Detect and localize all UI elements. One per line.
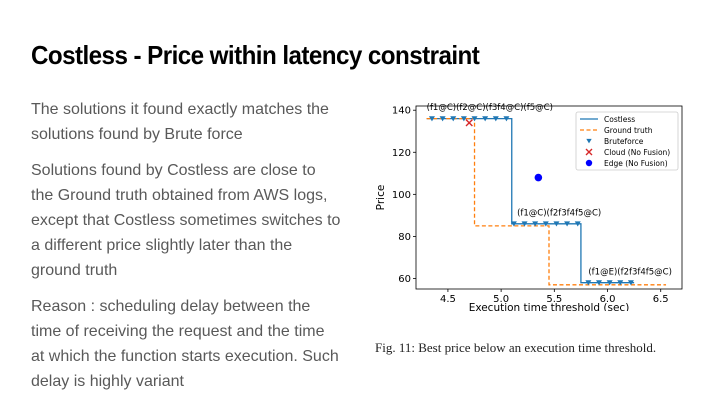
y-tick-label: 80 [398, 232, 411, 243]
bruteforce-point [596, 280, 603, 286]
bruteforce-point [532, 221, 539, 227]
bruteforce-point [428, 116, 435, 122]
annotation: (f1@C)(f2@C)(f3f4@C)(f5@C) [427, 103, 553, 113]
legend-label: Cloud (No Fusion) [604, 148, 670, 157]
y-tick-label: 100 [392, 190, 411, 201]
x-axis-label: Execution time threshold (sec) [469, 302, 630, 311]
legend-swatch [585, 148, 593, 156]
legend-swatch [586, 138, 592, 144]
bruteforce-point [564, 221, 571, 227]
bruteforce-point [627, 280, 634, 286]
x-tick-label: 5.5 [546, 294, 562, 305]
legend-label: Edge (No Fusion) [604, 159, 668, 168]
paragraph-3: Reason : scheduling delay between the ti… [31, 298, 339, 390]
annotation: (f1@C)(f2f3f4f5@C) [517, 208, 601, 218]
bruteforce-point [450, 116, 457, 122]
edge-point [534, 173, 543, 182]
bruteforce-point [439, 116, 446, 122]
bruteforce-point [492, 116, 499, 122]
bruteforce-point [606, 280, 613, 286]
legend-swatch [585, 159, 593, 167]
annotation: (f1@E)(f2f3f4f5@C) [588, 267, 672, 277]
legend-label: Bruteforce [604, 137, 644, 146]
bruteforce-point [553, 221, 560, 227]
bruteforce-point [460, 116, 467, 122]
x-tick-label: 6.0 [600, 294, 616, 305]
bruteforce-point [521, 221, 528, 227]
paragraph-2: Solutions found by Costless are close to… [31, 162, 341, 279]
y-axis-label: Price [375, 185, 387, 211]
x-tick-label: 6.5 [653, 294, 669, 305]
y-tick-label: 120 [392, 148, 411, 159]
y-tick-label: 140 [392, 106, 411, 117]
legend-label: Ground truth [604, 126, 653, 135]
paragraph-1: The solutions it found exactly matches t… [31, 101, 329, 143]
body-text: The solutions it found exactly matches t… [31, 97, 341, 405]
bruteforce-point [510, 221, 517, 227]
bruteforce-point [471, 116, 478, 122]
y-tick-label: 60 [398, 274, 411, 285]
bruteforce-point [482, 116, 489, 122]
x-tick-label: 4.5 [440, 294, 456, 305]
bruteforce-point [503, 116, 510, 122]
series-line-1 [426, 117, 667, 286]
chart-svg: 4.5 5.0 5.5 6.0 6.5 60 80 100 120 140 Execution ti… [375, 103, 683, 314]
bruteforce-point [585, 280, 592, 286]
bruteforce-point [574, 221, 581, 227]
plot-frame [415, 105, 683, 290]
legend-label: Costless [604, 115, 635, 124]
figure-caption: Fig. 11: Best price below an execution t… [375, 340, 657, 355]
price-chart: 4.5 5.0 5.5 6.0 6.5 60 80 100 120 140 Execution ti… [362, 96, 692, 314]
legend-box [575, 111, 679, 171]
slide-title: Costless - Price within latency constrai… [31, 40, 480, 70]
x-tick-label: 5.0 [493, 294, 509, 305]
bruteforce-point [542, 221, 549, 227]
cloud-point [465, 119, 473, 127]
bruteforce-point [617, 280, 624, 286]
